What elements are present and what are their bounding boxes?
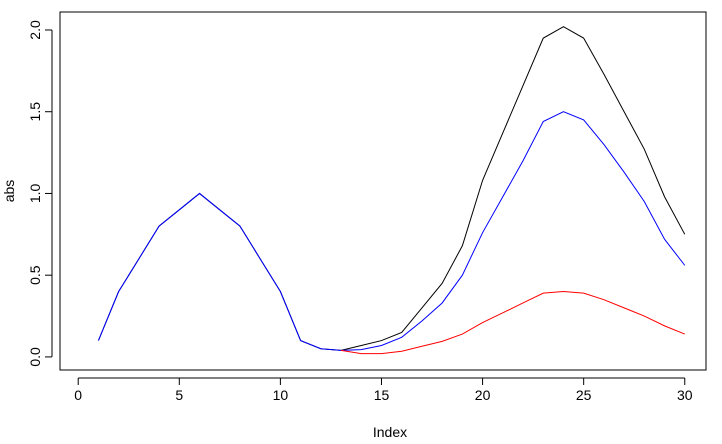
y-tick-label: 1.5 bbox=[27, 102, 43, 122]
y-tick-label: 0.0 bbox=[27, 347, 43, 367]
x-tick-label: 10 bbox=[273, 387, 289, 403]
x-tick-label: 30 bbox=[677, 387, 693, 403]
x-tick-label: 25 bbox=[576, 387, 592, 403]
x-tick-label: 0 bbox=[74, 387, 82, 403]
x-tick-label: 5 bbox=[175, 387, 183, 403]
x-tick-label: 15 bbox=[374, 387, 390, 403]
y-axis-label: abs bbox=[1, 180, 17, 203]
data-line bbox=[97, 111, 686, 351]
y-tick-label: 2.0 bbox=[27, 20, 43, 40]
y-tick-label: 1.0 bbox=[27, 184, 43, 204]
data-line bbox=[340, 291, 685, 355]
plot-frame bbox=[59, 11, 707, 371]
x-axis-label: Index bbox=[373, 424, 407, 440]
y-tick-label: 0.5 bbox=[27, 265, 43, 285]
x-tick-label: 20 bbox=[475, 387, 491, 403]
